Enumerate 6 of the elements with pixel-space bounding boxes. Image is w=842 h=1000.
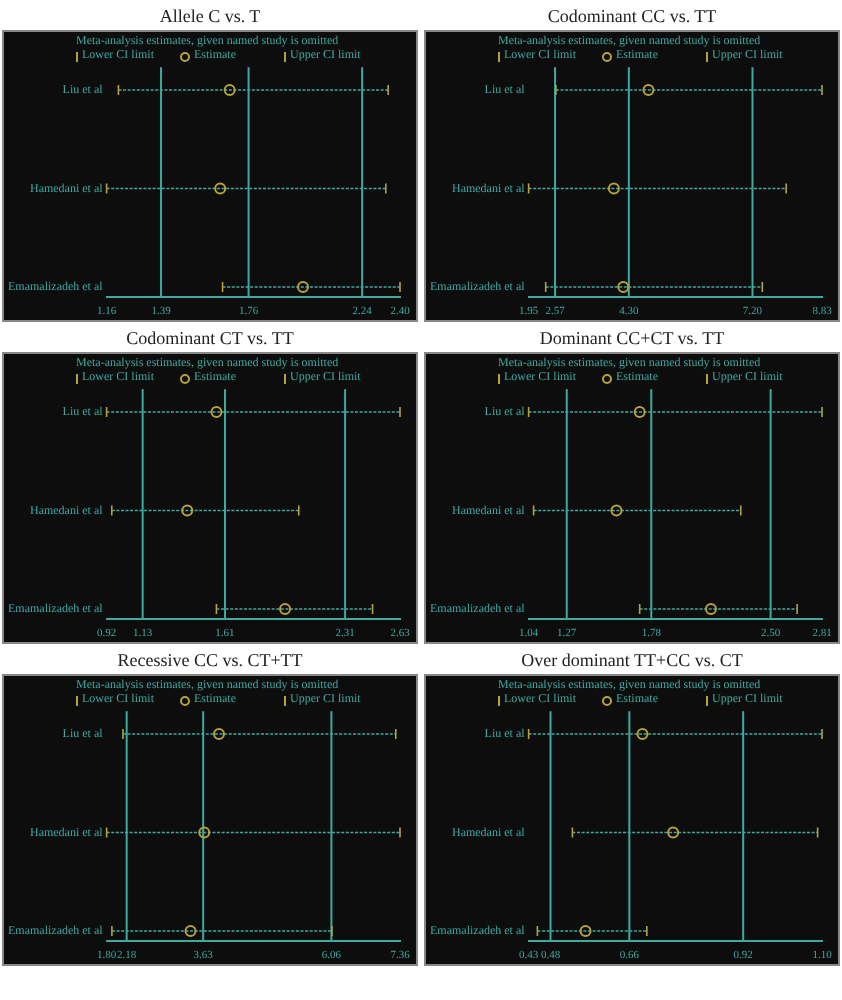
chart-title: Allele C vs. T	[157, 4, 263, 30]
chart-title: Codominant CC vs. TT	[545, 4, 719, 30]
chart-title: Recessive CC vs. CT+TT	[115, 648, 305, 674]
chart-title: Codominant CT vs. TT	[124, 326, 296, 352]
chart-title: Over dominant TT+CC vs. CT	[519, 648, 745, 674]
chart-title: Dominant CC+CT vs. TT	[537, 326, 727, 352]
